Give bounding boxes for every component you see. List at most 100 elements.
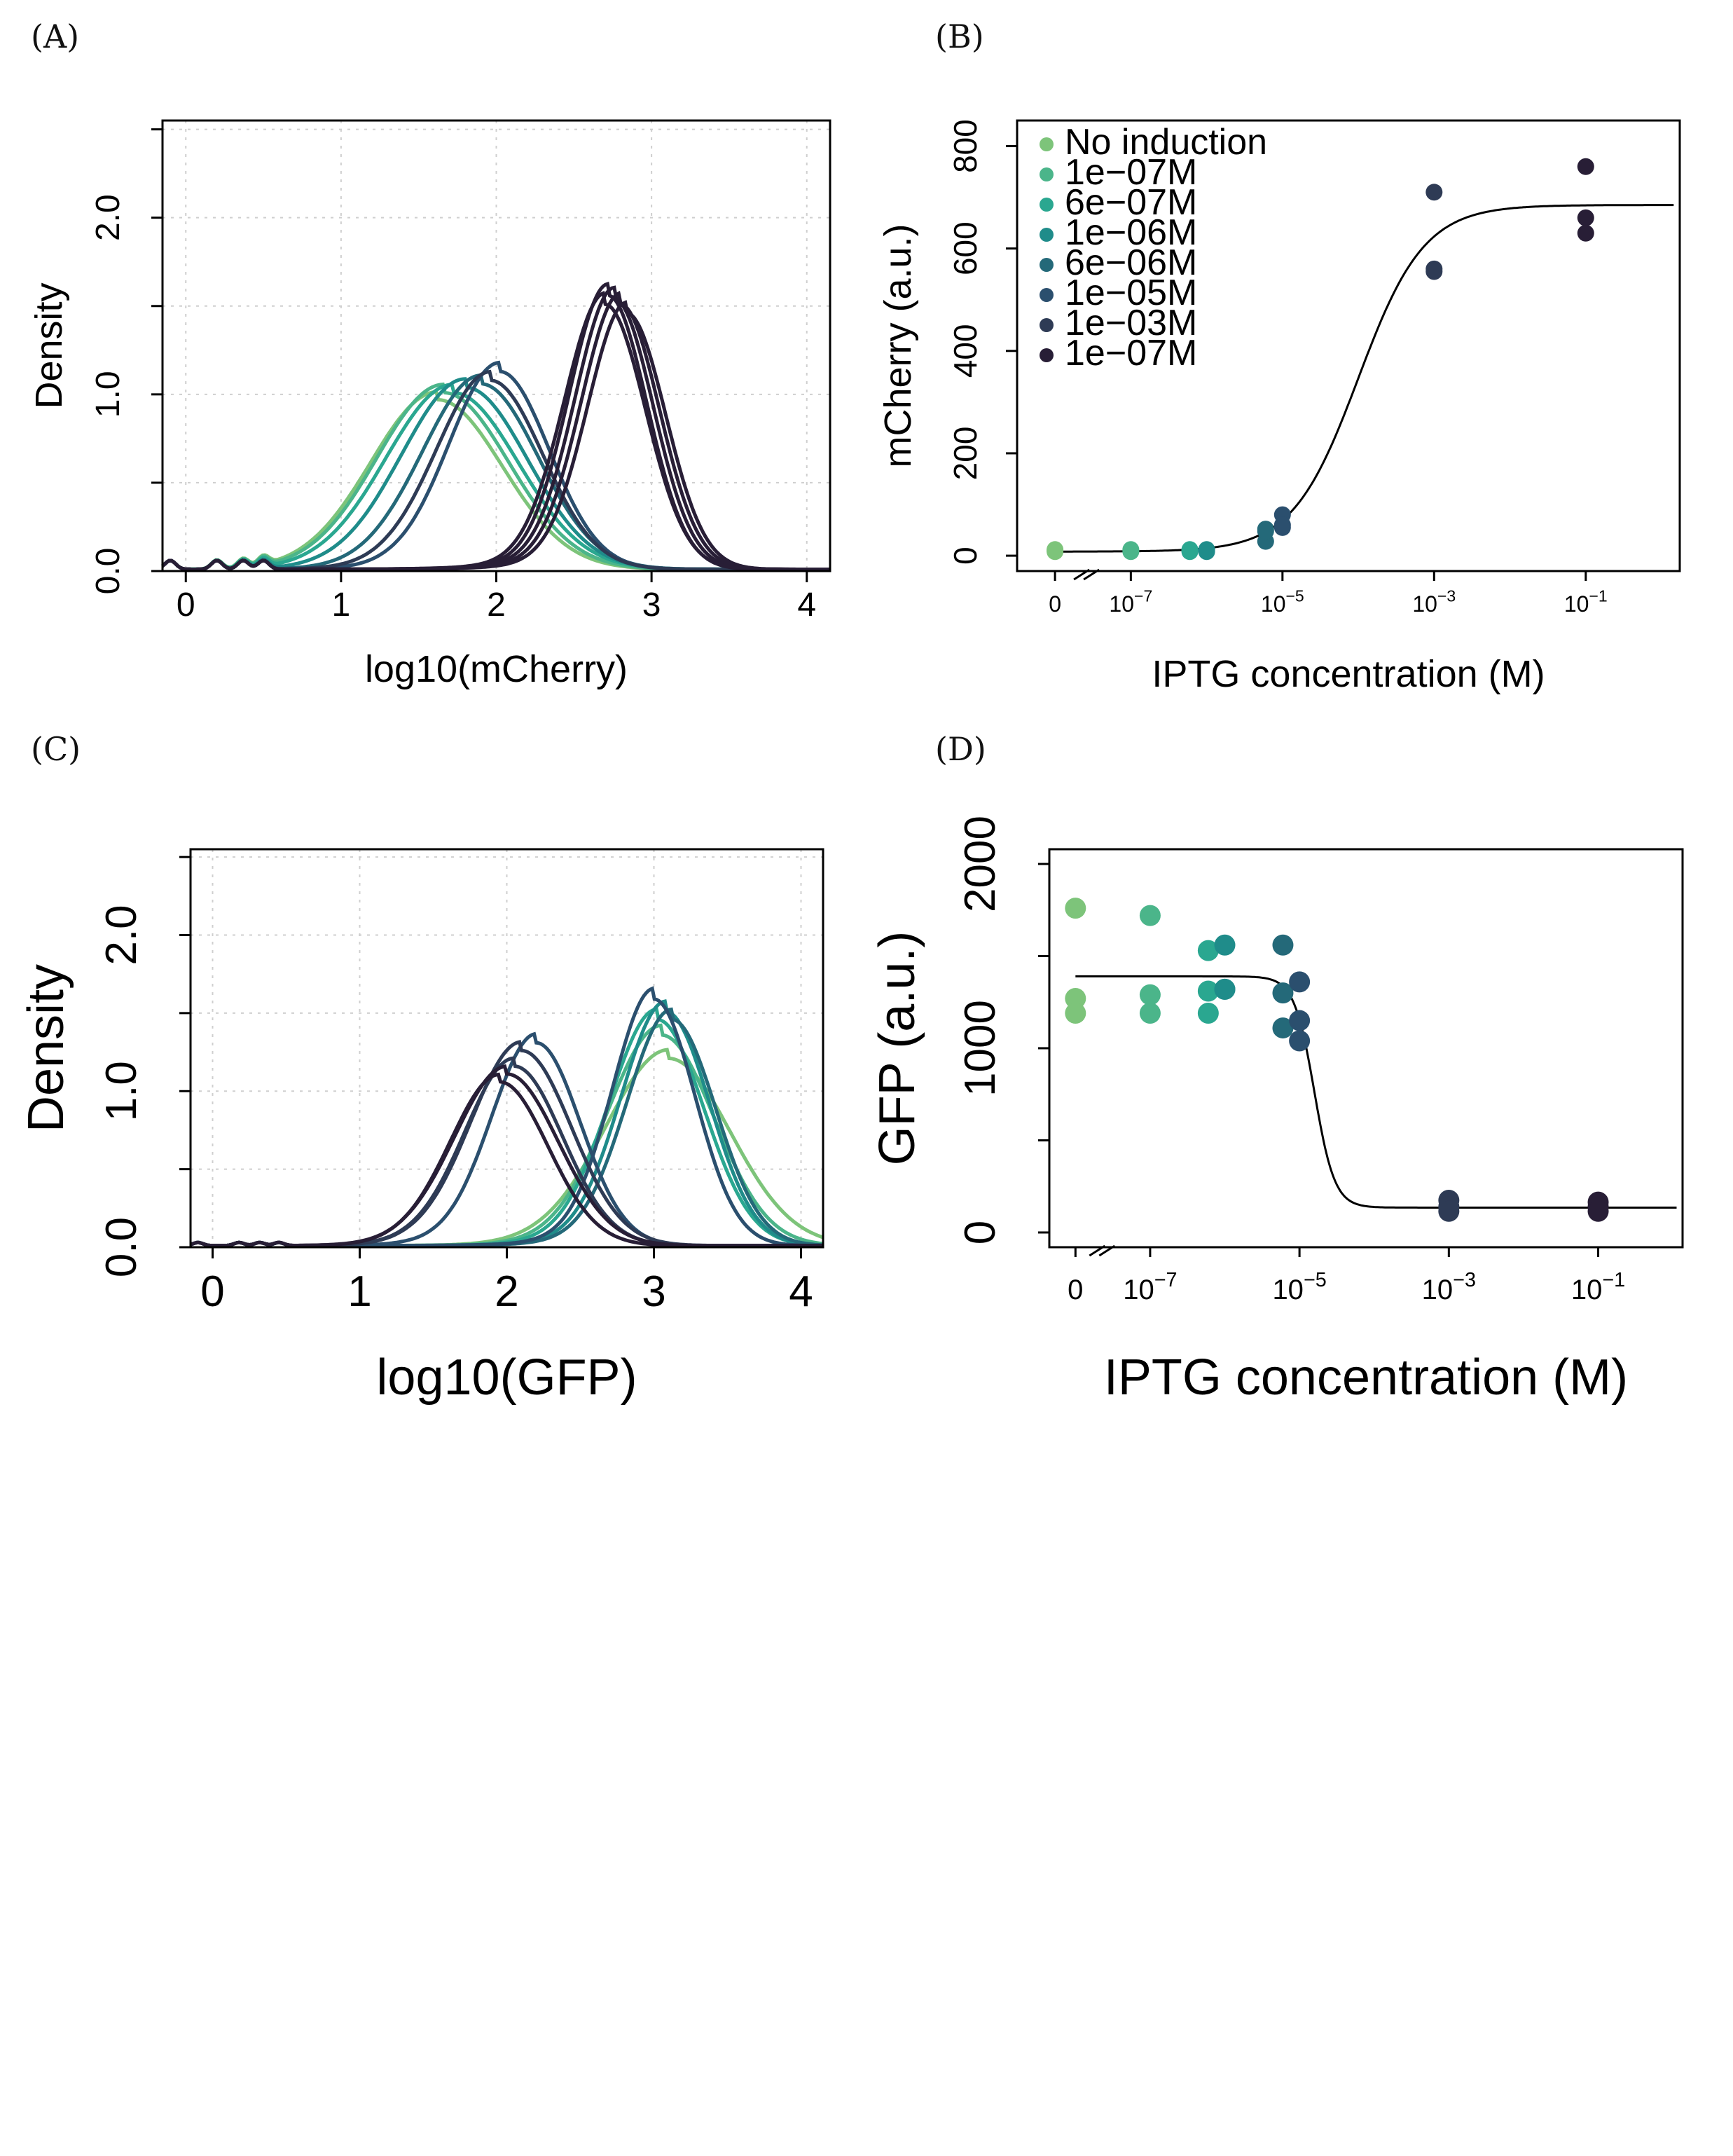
panel-b-x-tick-label: 10−3 <box>1412 587 1456 617</box>
panel-d-data-point <box>1197 980 1219 1002</box>
panel-d-axis-break <box>1089 1244 1106 1257</box>
panel-c-density-curve <box>190 1064 823 1248</box>
panel-b-y-tick-label: 400 <box>947 324 983 378</box>
panel-d-data-point <box>1214 934 1236 956</box>
panel-c-x-tick-label: 3 <box>642 1268 665 1316</box>
dose-response-chart-gfp: 0 10−7 10−5 10−3 10−1 0 1000 2000 IPTG concentra… <box>869 816 1684 1406</box>
panel-b-data-point <box>1577 209 1594 226</box>
panel-c-x-axis-label: log10(GFP) <box>376 1350 637 1406</box>
panel-b-data-point <box>1273 516 1291 534</box>
panel-c-y-tick-label: 2.0 <box>97 905 146 965</box>
panel-b-legend-swatch <box>1040 288 1054 302</box>
panel-b-axis-break <box>1073 568 1090 581</box>
panel-d-data-point <box>1139 1003 1161 1024</box>
panel-b-legend-label: 1e−05M <box>1065 273 1197 313</box>
panel-b-fit-curve <box>1055 204 1674 553</box>
panel-b-data-point <box>1257 523 1274 540</box>
panel-c-x-tick-label: 0 <box>200 1268 224 1316</box>
panel-b-legend-swatch <box>1040 318 1054 332</box>
panel-b-y-tick-label: 200 <box>947 427 983 481</box>
panel-b-axis-break <box>1083 568 1100 581</box>
panel-a-y-tick-label: 0.0 <box>90 548 127 595</box>
panel-d-y-tick-label: 2000 <box>956 816 1004 912</box>
panel-d-data-point <box>1065 898 1086 919</box>
density-chart-gfp: 0 1 2 3 4 0.0 1.0 2.0 log10(GFP) Density <box>18 848 824 1406</box>
panel-b-data-point <box>1122 542 1140 559</box>
panel-b-legend-swatch <box>1040 228 1054 242</box>
panel-d-data-point <box>1065 1003 1086 1024</box>
panel-b-legend-label: 1e−07M <box>1065 152 1197 193</box>
panel-b-legend-swatch <box>1040 348 1054 362</box>
panel-d-x-tick-label: 10−1 <box>1571 1269 1625 1305</box>
panel-d-x-tick-label: 10−5 <box>1272 1269 1326 1305</box>
panel-b-legend-swatch <box>1040 258 1054 272</box>
panel-b-data-point <box>1425 263 1443 280</box>
panel-d-data-point <box>1289 971 1311 993</box>
dose-response-chart-mcherry: 0 10−7 10−5 10−3 10−1 0 200 400 600 800 IPTG conce… <box>877 119 1681 695</box>
panel-d-y-tick-label: 0 <box>956 1221 1004 1244</box>
panel-b-x-tick-label: 10−1 <box>1564 587 1608 617</box>
panel-b-y-axis-label: mCherry (a.u.) <box>877 224 919 467</box>
panel-a-x-tick-label: 2 <box>487 586 506 624</box>
panel-c-y-tick-label: 1.0 <box>97 1061 146 1121</box>
panel-d-data-point <box>1272 1017 1294 1039</box>
density-chart-mcherry: 0 1 2 3 4 0.0 1.0 2.0 log10(mCherry) Density <box>28 119 831 690</box>
panel-c-y-tick-label: 0.0 <box>97 1217 146 1277</box>
panel-d-data-point <box>1289 1010 1311 1031</box>
panel-d-data-point <box>1438 1200 1460 1222</box>
panel-d-data-point <box>1214 978 1236 1000</box>
panel-d-y-tick-label: 1000 <box>956 1000 1004 1097</box>
panel-d-data-point <box>1272 982 1294 1004</box>
panel-a-x-axis-label: log10(mCherry) <box>365 648 628 690</box>
panel-b-legend-swatch <box>1040 198 1054 212</box>
panel-d-data-point <box>1197 1003 1219 1024</box>
panel-a-x-tick-label: 1 <box>332 586 351 624</box>
panel-c-x-tick-label: 1 <box>347 1268 371 1316</box>
panel-d-data-point <box>1197 940 1219 961</box>
panel-d-x-tick-label: 0 <box>1068 1275 1083 1305</box>
panel-label-c: (C) <box>31 730 81 768</box>
panel-a-x-tick-label: 3 <box>642 586 661 624</box>
panel-d-data-point <box>1139 984 1161 1005</box>
panel-b-plot-frame <box>1016 119 1681 572</box>
panel-b-data-point <box>1425 184 1443 201</box>
panel-b-x-axis-label: IPTG concentration (M) <box>1152 653 1545 695</box>
panel-b-y-tick-label: 800 <box>947 119 983 173</box>
panel-b-data-point <box>1577 158 1594 175</box>
panel-c-x-tick-label: 2 <box>495 1268 518 1316</box>
panel-b-x-tick-label: 10−5 <box>1261 587 1304 617</box>
panel-d-data-point <box>1272 934 1294 956</box>
panel-d-x-axis-label: IPTG concentration (M) <box>1104 1350 1628 1406</box>
panel-b-legend-label: 6e−06M <box>1065 242 1197 283</box>
panel-c-y-axis-label: Density <box>18 964 74 1132</box>
panel-d-x-tick-label: 10−7 <box>1123 1269 1177 1305</box>
panel-b-y-tick-label: 0 <box>947 547 983 565</box>
panel-b-y-tick-label: 600 <box>947 221 983 275</box>
panel-d-axis-break <box>1098 1244 1116 1257</box>
panel-b-x-tick-label: 10−7 <box>1109 587 1152 617</box>
panel-d-data-point <box>1289 1030 1311 1052</box>
panel-a-y-tick-label: 1.0 <box>90 371 127 418</box>
panel-b-legend-label: 1e−06M <box>1065 212 1197 253</box>
panel-b-data-point <box>1577 224 1594 242</box>
panel-b-data-point <box>1198 542 1215 559</box>
panel-b-legend-label: No induction <box>1065 122 1267 163</box>
panel-d-fit-curve <box>1075 975 1677 1209</box>
panel-b-legend-swatch <box>1040 167 1054 181</box>
panel-a-x-tick-label: 4 <box>797 586 816 624</box>
panel-label-a: (A) <box>31 18 79 55</box>
panel-b-data-point <box>1181 542 1199 559</box>
panel-a-y-tick-label: 2.0 <box>90 194 127 241</box>
panel-d-data-point <box>1587 1200 1609 1222</box>
panel-d-data-point <box>1139 905 1161 926</box>
panel-b-legend-label: 1e−03M <box>1065 303 1197 343</box>
panel-d-x-tick-label: 10−3 <box>1422 1269 1476 1305</box>
panel-b-data-point <box>1047 542 1064 559</box>
panel-a-density-curve <box>161 290 830 571</box>
panel-label-d: (D) <box>935 730 986 768</box>
panel-b-legend-swatch <box>1040 137 1054 151</box>
panel-a-x-tick-label: 0 <box>177 586 195 624</box>
panel-b-legend-label: 6e−07M <box>1065 182 1197 223</box>
panel-label-b: (B) <box>935 18 984 55</box>
